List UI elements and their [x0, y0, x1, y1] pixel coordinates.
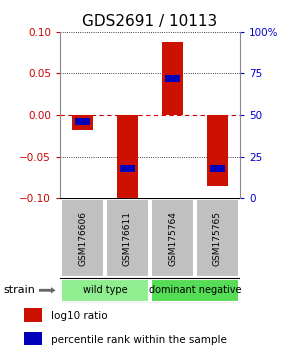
FancyBboxPatch shape	[196, 199, 239, 277]
Text: GSM176611: GSM176611	[123, 211, 132, 266]
FancyBboxPatch shape	[151, 199, 194, 277]
FancyBboxPatch shape	[106, 199, 149, 277]
Text: percentile rank within the sample: percentile rank within the sample	[51, 335, 226, 345]
Bar	[117, 115, 138, 198]
Bar	[120, 165, 135, 172]
Bar	[72, 115, 93, 130]
Text: GSM175764: GSM175764	[168, 211, 177, 266]
Text: dominant negative: dominant negative	[149, 285, 241, 295]
Bar	[165, 75, 180, 82]
Text: GSM175765: GSM175765	[213, 211, 222, 266]
Bar	[207, 115, 228, 186]
Bar	[210, 165, 225, 172]
Bar	[23, 332, 42, 346]
Bar	[23, 308, 42, 321]
Text: log10 ratio: log10 ratio	[51, 311, 107, 321]
Text: strain: strain	[3, 285, 35, 295]
Bar	[162, 42, 183, 115]
Title: GDS2691 / 10113: GDS2691 / 10113	[82, 14, 218, 29]
FancyBboxPatch shape	[151, 279, 239, 302]
Text: GSM176606: GSM176606	[78, 211, 87, 266]
Bar	[75, 118, 90, 125]
Text: wild type: wild type	[83, 285, 127, 295]
FancyBboxPatch shape	[61, 199, 104, 277]
FancyBboxPatch shape	[61, 279, 149, 302]
